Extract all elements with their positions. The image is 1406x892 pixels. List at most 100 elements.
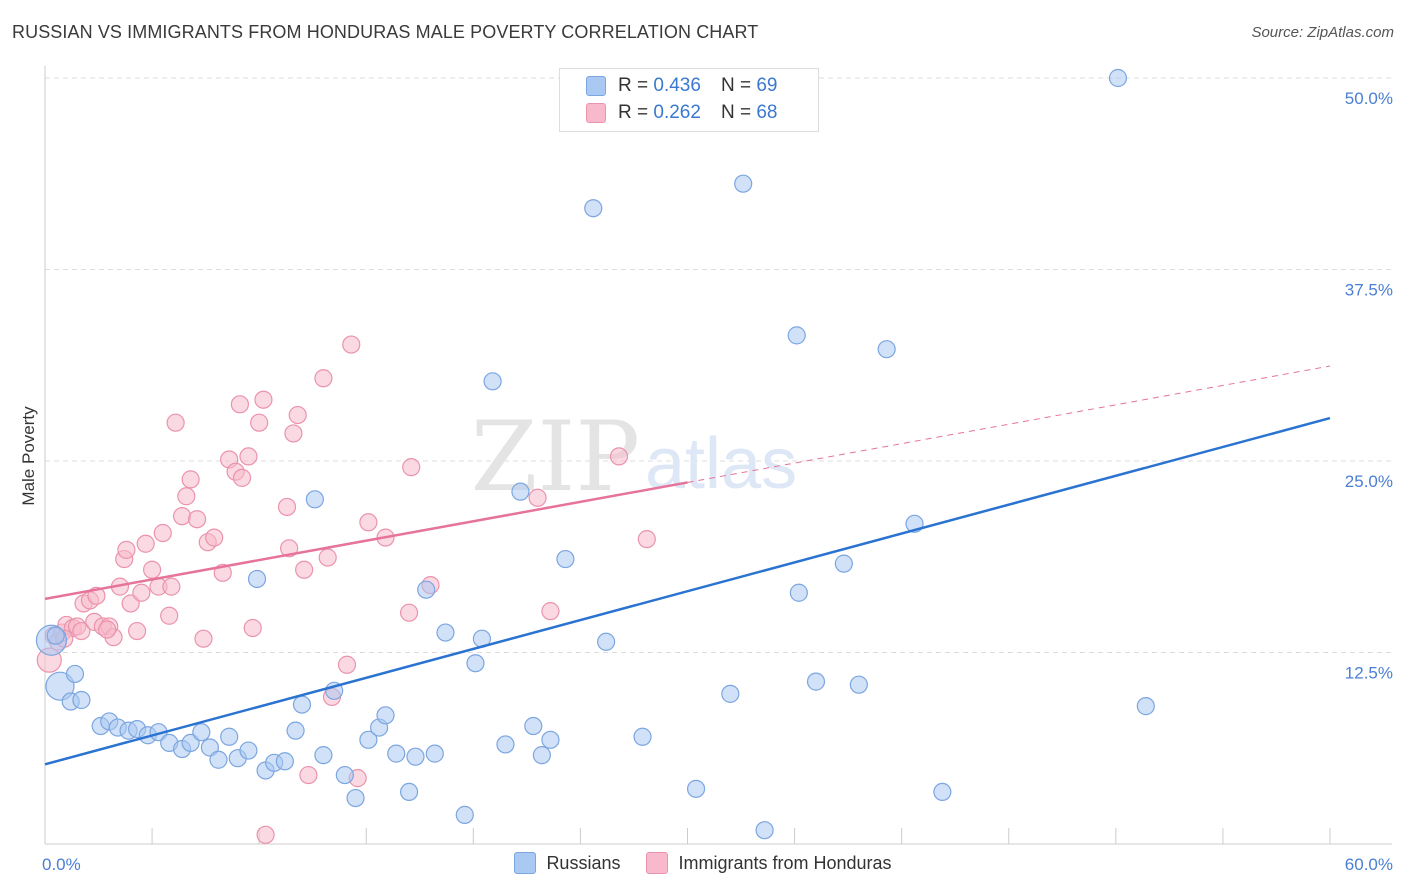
point-honduras — [72, 621, 91, 641]
point-honduras — [232, 468, 252, 487]
point-honduras — [132, 583, 151, 602]
point-honduras — [254, 390, 273, 409]
point-russians — [686, 779, 706, 798]
point-russians — [834, 554, 853, 573]
point-russians — [755, 821, 774, 840]
point-honduras — [153, 523, 172, 543]
legend-swatch-russians — [514, 852, 537, 874]
point-honduras — [142, 560, 162, 579]
legend-r-label: R = — [618, 102, 649, 123]
trend-line-honduras — [44, 481, 688, 601]
point-russians — [877, 340, 896, 359]
legend-n-value: 69 — [756, 75, 778, 96]
point-honduras — [230, 395, 249, 414]
point-honduras — [284, 424, 303, 443]
point-honduras — [256, 825, 275, 844]
point-russians — [787, 326, 806, 345]
point-russians — [511, 482, 530, 501]
trend-line-russians — [44, 416, 1331, 766]
point-russians — [466, 654, 485, 673]
point-honduras — [117, 540, 136, 559]
y-tick-label: 50.0% — [1345, 89, 1393, 108]
point-russians — [286, 721, 305, 740]
point-russians — [247, 569, 267, 589]
grid-lines — [45, 77, 1392, 653]
x-tick-label: 60.0% — [1345, 855, 1393, 874]
y-tick-label: 37.5% — [1345, 281, 1393, 300]
point-honduras — [337, 655, 357, 674]
point-honduras — [295, 560, 314, 579]
point-russians — [556, 549, 575, 569]
point-honduras — [127, 621, 147, 641]
point-russians — [192, 723, 211, 742]
legend-swatch-honduras — [646, 852, 669, 874]
point-russians — [65, 664, 85, 684]
point-russians — [933, 782, 952, 802]
point-russians — [721, 684, 740, 703]
series-honduras-points — [36, 335, 656, 844]
legend-r-value: 0.436 — [653, 75, 701, 96]
point-russians — [239, 741, 258, 760]
point-honduras — [342, 335, 361, 354]
trend-line-honduras-extension — [687, 365, 1331, 483]
point-russians — [789, 583, 808, 602]
x-tick-label: 0.0% — [42, 855, 81, 874]
series-legend: Russians Immigrants from Honduras — [0, 852, 1406, 874]
point-russians — [45, 671, 75, 701]
legend-label-honduras: Immigrants from Honduras — [678, 852, 892, 873]
point-honduras — [136, 534, 155, 553]
point-honduras — [181, 470, 200, 489]
point-honduras — [277, 497, 297, 517]
point-honduras — [402, 458, 421, 477]
legend-row-russians: R = 0.436 N = 69 — [586, 73, 777, 99]
legend-swatch-russians — [586, 76, 606, 96]
point-russians — [496, 735, 515, 754]
point-honduras — [187, 510, 207, 529]
watermark-atlas: atlas — [645, 424, 797, 504]
point-honduras — [318, 548, 337, 567]
correlation-legend: R = 0.436 N = 69 R = 0.262 N = 68 — [559, 68, 819, 132]
point-honduras — [299, 765, 318, 785]
legend-r-label: R = — [618, 75, 649, 96]
point-russians — [346, 788, 365, 808]
point-russians — [849, 675, 868, 694]
watermark: ZIP atlas — [471, 401, 797, 513]
point-honduras — [399, 603, 419, 622]
point-russians — [46, 626, 65, 645]
point-honduras — [528, 488, 547, 507]
legend-n-label: N = — [720, 102, 752, 123]
point-russians — [181, 733, 200, 752]
point-russians — [314, 746, 333, 765]
point-russians — [359, 730, 378, 749]
point-honduras — [243, 618, 262, 638]
point-honduras — [205, 528, 224, 547]
y-tick-label: 25.0% — [1345, 472, 1393, 491]
point-honduras — [359, 513, 378, 532]
point-honduras — [288, 405, 307, 425]
point-russians — [376, 706, 395, 725]
legend-swatch-honduras — [586, 103, 606, 123]
point-honduras — [541, 602, 560, 621]
point-russians — [1136, 697, 1155, 716]
y-axis-label: Male Poverty — [19, 406, 38, 506]
legend-item-russians[interactable]: Russians — [514, 852, 620, 874]
point-russians — [541, 730, 560, 749]
point-honduras — [314, 369, 333, 388]
point-russians — [399, 782, 419, 802]
legend-item-honduras[interactable]: Immigrants from Honduras — [646, 852, 892, 874]
series-russians-points — [35, 68, 1155, 840]
point-russians — [483, 372, 502, 391]
legend-n-label: N = — [720, 75, 752, 96]
point-russians — [425, 744, 444, 763]
point-honduras — [98, 620, 117, 639]
point-honduras — [250, 413, 269, 432]
point-honduras — [280, 539, 299, 558]
point-russians — [220, 727, 239, 746]
point-honduras — [160, 606, 179, 625]
point-russians — [209, 750, 228, 769]
trend-lines — [44, 365, 1331, 766]
point-russians — [417, 580, 436, 599]
legend-row-honduras: R = 0.262 N = 68 — [586, 100, 777, 126]
point-honduras — [239, 447, 258, 466]
